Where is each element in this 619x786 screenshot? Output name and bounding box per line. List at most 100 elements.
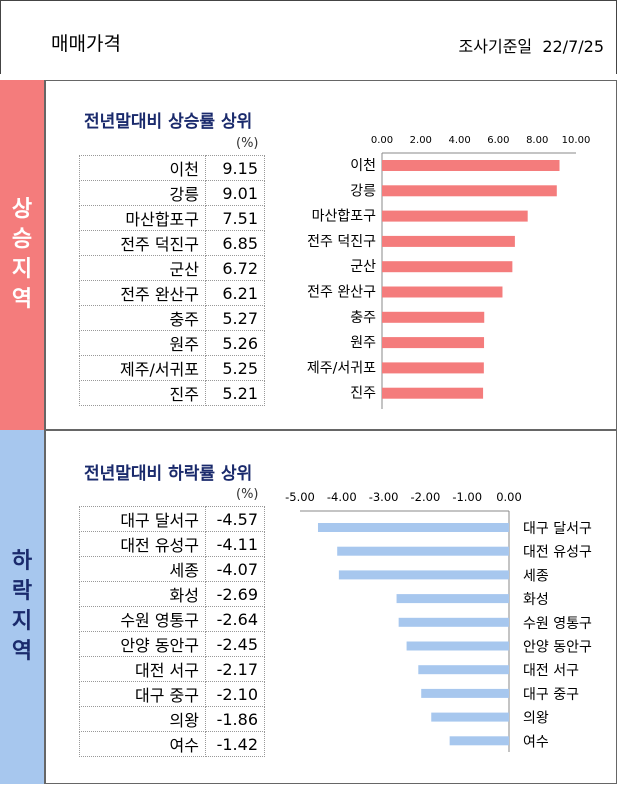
rate-value: -4.11 xyxy=(205,531,265,557)
category-label: 대구 달서구 xyxy=(523,521,592,537)
region-name: 수원 영통구 xyxy=(79,606,206,632)
rate-value: -1.86 xyxy=(205,706,265,732)
category-label: 여수 xyxy=(523,734,549,750)
survey-date-value: 22/7/25 xyxy=(542,37,604,56)
region-name: 제주/서귀포 xyxy=(79,355,206,381)
region-name: 여수 xyxy=(79,731,206,757)
region-name: 안양 동안구 xyxy=(79,631,206,657)
category-label: 세종 xyxy=(523,568,549,584)
table-row: 대전 유성구 -4.11 xyxy=(79,531,265,557)
rise-unit: (%) xyxy=(236,136,259,151)
rate-value: 5.27 xyxy=(205,305,265,331)
category-label: 대전 유성구 xyxy=(523,545,592,561)
tick-label: 4.00 xyxy=(448,135,470,146)
table-row: 충주 5.27 xyxy=(79,305,265,331)
rate-value: -2.64 xyxy=(205,606,265,632)
bar xyxy=(382,185,557,197)
table-row: 진주 5.21 xyxy=(79,380,265,406)
fall-panel: 전년말대비 하락률 상위 (%) 대구 달서구 -4.57 대전 유성구 -4.11 세… xyxy=(44,430,617,784)
table-row: 대구 달서구 -4.57 xyxy=(79,506,265,532)
category-label: 안양 동안구 xyxy=(523,640,592,656)
rate-value: -2.45 xyxy=(205,631,265,657)
bar xyxy=(421,688,509,698)
bar xyxy=(317,523,509,532)
rise-title: 전년말대비 상승률 상위 xyxy=(84,112,253,132)
rise-table: 이천 9.15 강릉 9.01 마산합포구 7.51 전주 덕진구 6.85 군산 6.72 전주 … xyxy=(79,155,265,406)
table-row: 제주/서귀포 5.25 xyxy=(79,355,265,381)
tick-label: -2.00 xyxy=(411,490,441,504)
tick-label: 0.00 xyxy=(496,490,522,504)
table-row: 이천 9.15 xyxy=(79,155,265,181)
rate-value: 5.21 xyxy=(205,380,265,406)
category-label: 대전 서구 xyxy=(523,663,579,679)
rate-value: 6.72 xyxy=(205,255,265,281)
category-label: 마산합포구 xyxy=(312,209,377,225)
survey-date: 조사기준일 22/7/25 xyxy=(459,33,604,57)
bar xyxy=(338,570,509,580)
table-row: 원주 5.26 xyxy=(79,330,265,356)
bar xyxy=(382,337,485,349)
region-name: 대전 서구 xyxy=(79,656,206,682)
fall-side-label: 하락지역 xyxy=(0,430,44,784)
category-label: 전주 덕진구 xyxy=(307,234,376,250)
tick-label: -5.00 xyxy=(285,490,315,504)
rate-value: 9.01 xyxy=(205,180,265,206)
category-label: 충주 xyxy=(350,310,376,326)
table-row: 여수 -1.42 xyxy=(79,731,265,757)
bar xyxy=(337,546,509,556)
tick-label: 6.00 xyxy=(487,135,509,146)
category-label: 강릉 xyxy=(350,183,376,199)
region-name: 대전 유성구 xyxy=(79,531,206,557)
tick-label: 8.00 xyxy=(526,135,548,146)
table-row: 대구 중구 -2.10 xyxy=(79,681,265,707)
fall-unit: (%) xyxy=(236,487,259,502)
survey-date-label: 조사기준일 xyxy=(458,37,533,56)
tick-label: -4.00 xyxy=(327,490,357,504)
rate-value: -2.17 xyxy=(205,656,265,682)
bar xyxy=(449,736,509,746)
category-label: 제주/서귀포 xyxy=(307,360,376,376)
rate-value: 6.21 xyxy=(205,280,265,306)
table-row: 수원 영통구 -2.64 xyxy=(79,606,265,632)
rise-panel: 전년말대비 상승률 상위 (%) 이천 9.15 강릉 9.01 마산합포구 7.51 전주… xyxy=(44,80,617,430)
rate-value: -2.10 xyxy=(205,681,265,707)
region-name: 강릉 xyxy=(79,180,206,206)
page-title: 매매가격 xyxy=(51,33,121,55)
category-label: 전주 완산구 xyxy=(307,285,376,301)
region-name: 전주 완산구 xyxy=(79,280,206,306)
category-label: 원주 xyxy=(350,335,376,351)
bar xyxy=(396,594,509,604)
rate-value: -4.57 xyxy=(205,506,265,532)
region-name: 화성 xyxy=(79,581,206,607)
rate-value: -2.69 xyxy=(205,581,265,607)
bar xyxy=(406,641,509,651)
rate-value: 5.25 xyxy=(205,355,265,381)
region-name: 세종 xyxy=(79,556,206,582)
region-name: 의왕 xyxy=(79,706,206,732)
category-label: 진주 xyxy=(350,386,376,402)
bar xyxy=(382,362,484,374)
rate-value: -1.42 xyxy=(205,731,265,757)
bar xyxy=(382,160,560,171)
table-row: 화성 -2.69 xyxy=(79,581,265,607)
bar xyxy=(382,261,513,273)
table-row: 전주 완산구 6.21 xyxy=(79,280,265,306)
fall-side-text: 하락지역 xyxy=(11,549,33,664)
category-label: 수원 영통구 xyxy=(523,616,592,632)
rise-side-label: 상승지역 xyxy=(0,80,44,430)
rate-value: 5.26 xyxy=(205,330,265,356)
rate-value: 9.15 xyxy=(205,155,265,181)
bar xyxy=(382,235,515,247)
region-name: 대구 달서구 xyxy=(79,506,206,532)
region-name: 마산합포구 xyxy=(79,205,206,231)
tick-label: 0.00 xyxy=(371,135,393,146)
tick-label: 10.00 xyxy=(562,135,591,146)
bar xyxy=(382,387,484,399)
bar xyxy=(382,286,503,298)
table-row: 안양 동안구 -2.45 xyxy=(79,631,265,657)
bar xyxy=(382,210,528,222)
bar xyxy=(431,712,509,722)
category-label: 의왕 xyxy=(523,711,549,727)
